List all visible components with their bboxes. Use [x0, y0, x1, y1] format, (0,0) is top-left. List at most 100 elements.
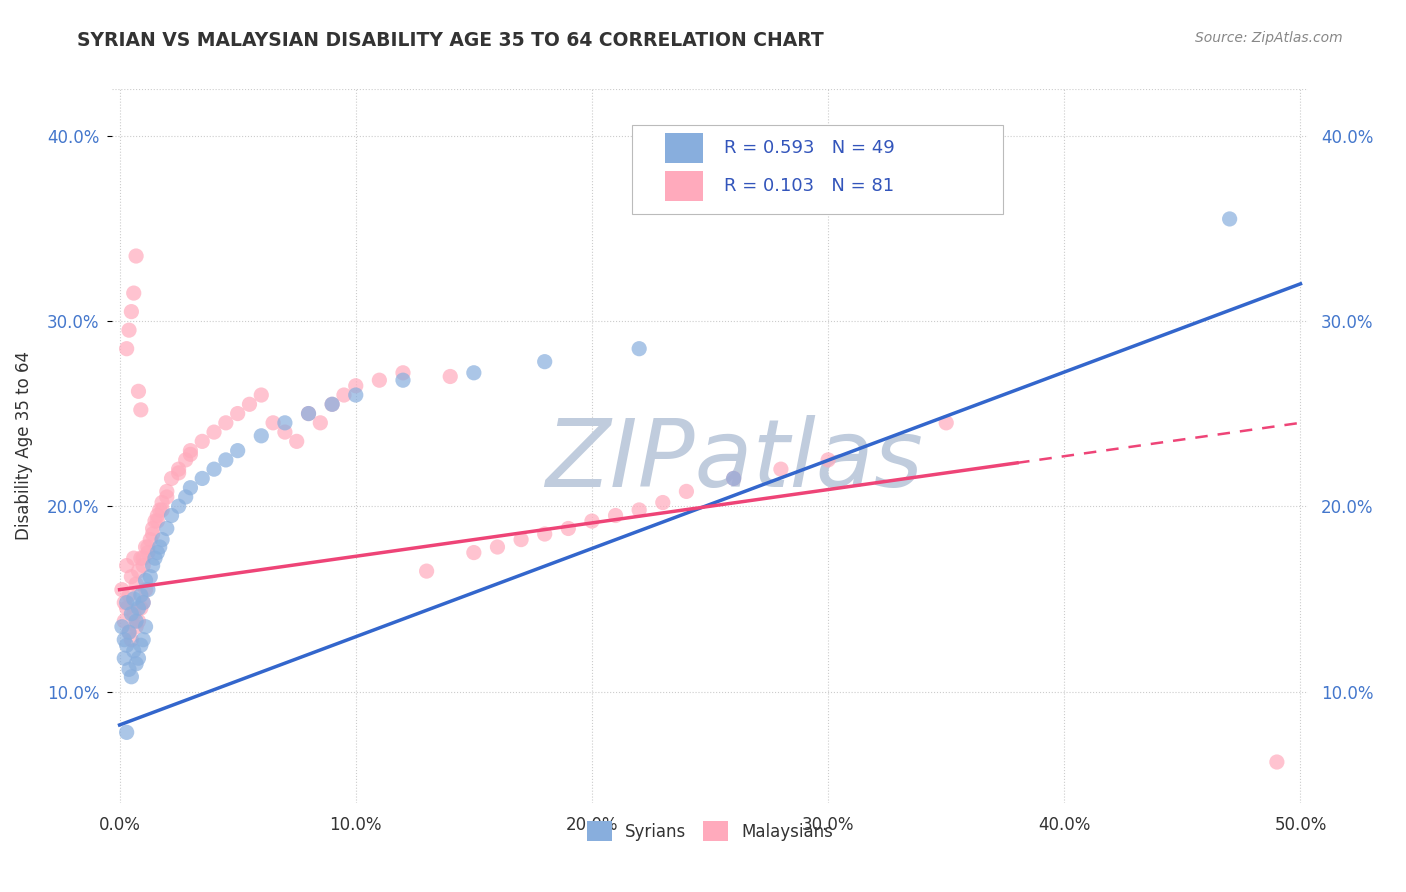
Point [486, 540, 509, 554]
Point [297, 407, 319, 421]
Point [132, 596, 155, 610]
Point [415, 564, 437, 578]
Point [174, 453, 197, 467]
Point [344, 388, 367, 402]
Point [122, 286, 145, 301]
Point [150, 533, 173, 547]
Point [226, 407, 249, 421]
Point [333, 388, 356, 402]
Point [463, 545, 485, 559]
Point [118, 625, 141, 640]
Point [125, 249, 148, 263]
Point [122, 607, 145, 621]
Point [510, 533, 533, 547]
Point [122, 551, 145, 566]
Point [149, 503, 172, 517]
Point [142, 527, 165, 541]
Point [533, 527, 555, 541]
Point [156, 521, 179, 535]
Point [115, 596, 138, 610]
Point [297, 407, 319, 421]
Point [392, 366, 415, 380]
Point [557, 521, 579, 535]
Point [142, 558, 165, 573]
Point [628, 342, 651, 356]
Point [628, 503, 651, 517]
Point [122, 591, 145, 606]
Point [115, 558, 138, 573]
Point [115, 342, 138, 356]
Text: R = 0.103   N = 81: R = 0.103 N = 81 [724, 177, 894, 194]
Point [533, 354, 555, 368]
Point [127, 601, 149, 615]
Point [135, 540, 157, 554]
Point [156, 484, 179, 499]
Point [120, 670, 142, 684]
Point [321, 397, 343, 411]
Point [285, 434, 308, 449]
Point [129, 638, 152, 652]
Point [125, 614, 148, 628]
Point [150, 495, 173, 509]
Point [274, 416, 297, 430]
Point [120, 304, 142, 318]
Text: Source: ZipAtlas.com: Source: ZipAtlas.com [1195, 31, 1343, 45]
Point [321, 397, 343, 411]
Y-axis label: Disability Age 35 to 64: Disability Age 35 to 64 [15, 351, 32, 541]
Point [309, 416, 332, 430]
Point [935, 416, 957, 430]
Point [274, 425, 297, 439]
Point [202, 462, 225, 476]
Point [723, 471, 745, 485]
Point [115, 638, 138, 652]
Point [111, 620, 134, 634]
Point [179, 481, 201, 495]
Point [127, 651, 149, 665]
Point [191, 434, 214, 449]
Point [112, 632, 135, 647]
Point [118, 323, 141, 337]
Point [112, 614, 135, 628]
Point [167, 466, 190, 480]
Point [191, 471, 214, 485]
Point [463, 366, 485, 380]
Point [174, 490, 197, 504]
FancyBboxPatch shape [665, 134, 703, 163]
Point [675, 484, 697, 499]
Point [146, 514, 169, 528]
Point [129, 551, 152, 566]
Point [127, 384, 149, 399]
Point [111, 582, 134, 597]
Point [125, 620, 148, 634]
Point [118, 662, 141, 676]
Point [132, 632, 155, 647]
FancyBboxPatch shape [665, 170, 703, 201]
Point [156, 490, 179, 504]
Point [136, 545, 159, 559]
Point [769, 462, 792, 476]
Point [167, 500, 190, 514]
Point [136, 540, 159, 554]
Point [112, 651, 135, 665]
Point [262, 416, 284, 430]
Point [150, 503, 173, 517]
Point [439, 369, 461, 384]
Point [122, 644, 145, 658]
Text: SYRIAN VS MALAYSIAN DISABILITY AGE 35 TO 64 CORRELATION CHART: SYRIAN VS MALAYSIAN DISABILITY AGE 35 TO… [77, 31, 824, 50]
Point [136, 582, 159, 597]
Point [132, 551, 155, 566]
Text: ZIPatlas: ZIPatlas [546, 415, 922, 506]
Point [120, 569, 142, 583]
Point [146, 545, 169, 559]
Point [226, 443, 249, 458]
Point [132, 558, 155, 573]
Point [115, 601, 138, 615]
Point [605, 508, 627, 523]
Point [118, 625, 141, 640]
Point [817, 453, 839, 467]
Point [167, 462, 190, 476]
Point [1219, 211, 1241, 226]
Point [160, 471, 183, 485]
Point [132, 596, 155, 610]
Point [146, 508, 169, 523]
